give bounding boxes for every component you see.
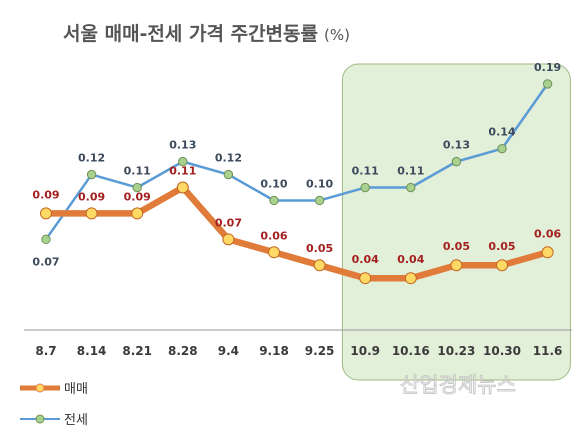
data-label-maemae: 0.04 <box>397 253 424 266</box>
data-label-jeonse: 0.13 <box>169 139 196 152</box>
data-label-jeonse: 0.12 <box>215 152 242 165</box>
x-tick-label: 8.14 <box>77 344 107 358</box>
data-point-maemae <box>222 233 235 246</box>
x-tick-label: 10.23 <box>437 344 475 358</box>
data-point-maemae <box>40 207 52 220</box>
data-label-maemae: 0.09 <box>32 188 59 201</box>
data-point-maemae <box>450 259 463 272</box>
data-point-jeonse <box>497 143 507 154</box>
x-tick-label: 8.7 <box>35 344 56 358</box>
x-tick-label: 11.6 <box>533 344 563 358</box>
x-tick-label: 8.21 <box>122 344 152 358</box>
data-label-jeonse: 0.10 <box>306 177 333 190</box>
x-tick-label: 10.9 <box>350 344 380 358</box>
data-label-jeonse: 0.14 <box>488 126 515 139</box>
data-point-jeonse <box>178 156 188 167</box>
data-point-maemae <box>131 207 144 220</box>
data-point-jeonse <box>451 156 462 167</box>
highlight-box <box>341 63 571 381</box>
x-tick-label: 9.18 <box>259 344 289 358</box>
legend-marker-jeonse <box>35 414 45 424</box>
data-point-jeonse <box>41 234 51 245</box>
data-label-jeonse: 0.19 <box>534 61 561 74</box>
data-point-maemae <box>85 207 98 220</box>
chart-title-unit: (%) <box>324 26 350 44</box>
data-point-jeonse <box>360 182 370 193</box>
data-label-maemae: 0.05 <box>488 240 515 253</box>
data-label-jeonse: 0.10 <box>260 177 287 190</box>
data-point-maemae <box>541 246 554 259</box>
data-point-maemae <box>176 181 189 194</box>
x-tick-label: 8.28 <box>168 344 198 358</box>
data-label-maemae: 0.05 <box>306 242 333 255</box>
data-label-jeonse: 0.11 <box>352 165 379 178</box>
data-point-jeonse <box>314 195 325 206</box>
legend: 매매 전세 <box>20 382 88 428</box>
data-point-maemae <box>404 272 417 285</box>
data-point-jeonse <box>86 169 97 180</box>
data-point-maemae <box>313 259 326 272</box>
data-point-maemae <box>268 246 280 259</box>
data-label-maemae: 0.05 <box>443 240 470 253</box>
data-label-maemae: 0.11 <box>169 165 196 178</box>
data-label-jeonse: 0.12 <box>78 152 105 165</box>
x-tick-label: 10.30 <box>483 344 521 358</box>
series-line-maemae <box>42 184 551 282</box>
data-label-maemae: 0.06 <box>534 227 561 240</box>
watermark: 산업경제뉴스 <box>400 373 516 397</box>
data-point-jeonse <box>406 182 416 193</box>
legend-label-maemae: 매매 <box>64 382 88 397</box>
data-point-jeonse <box>223 169 234 180</box>
data-label-jeonse: 0.13 <box>443 139 470 152</box>
data-label-jeonse: 0.11 <box>124 165 151 178</box>
data-label-maemae: 0.09 <box>78 190 105 203</box>
legend-label-jeonse: 전세 <box>64 413 88 428</box>
data-point-maemae <box>359 272 372 285</box>
data-point-maemae <box>496 259 508 272</box>
series-line-jeonse <box>44 83 549 241</box>
data-label-jeonse: 0.07 <box>32 255 59 268</box>
x-tick-label: 9.25 <box>305 344 335 358</box>
chart-title: 서울 매매-전세 가격 주간변동률 <box>63 23 318 45</box>
data-label-maemae: 0.09 <box>124 190 151 203</box>
data-point-jeonse <box>542 79 553 89</box>
x-tick-label: 10.16 <box>392 344 430 358</box>
data-label-maemae: 0.04 <box>352 253 379 266</box>
data-point-jeonse <box>132 182 142 193</box>
data-point-jeonse <box>269 195 279 206</box>
data-label-maemae: 0.06 <box>260 229 287 242</box>
legend-marker-maemae <box>35 383 45 393</box>
x-tick-label: 9.4 <box>218 344 239 358</box>
data-label-jeonse: 0.11 <box>397 165 424 178</box>
data-label-maemae: 0.07 <box>215 216 242 229</box>
